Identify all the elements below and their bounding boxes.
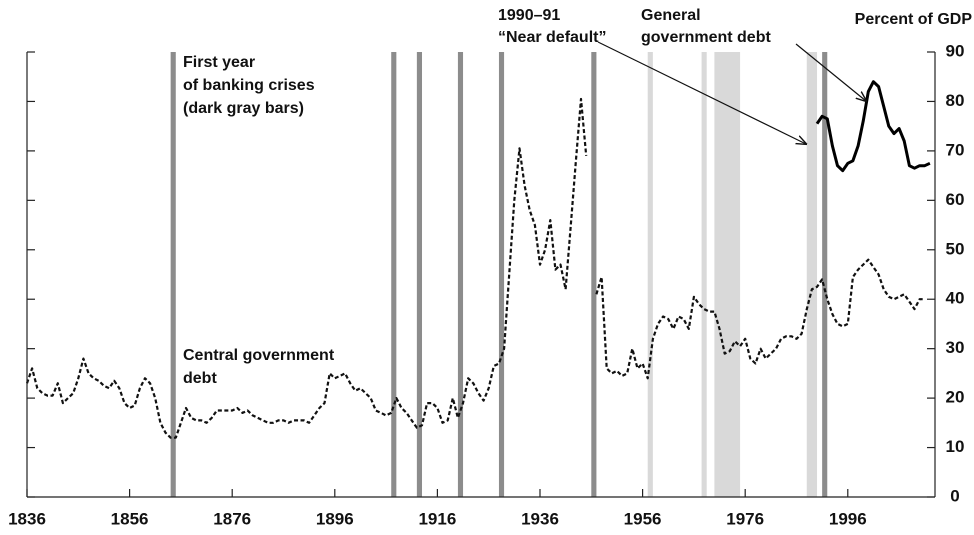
annotation: of banking crises — [183, 77, 315, 94]
x-tick-label: 1996 — [829, 509, 867, 528]
light-bar — [714, 52, 741, 497]
bars — [170, 52, 828, 497]
dark-bar — [170, 52, 176, 497]
arrow — [795, 43, 866, 101]
series-line — [25, 97, 588, 439]
annotation: First year — [183, 54, 255, 71]
lines — [25, 80, 931, 439]
x-tick-label: 1876 — [213, 509, 251, 528]
light-bar — [806, 52, 818, 497]
dark-bar — [457, 52, 464, 497]
dark-bar — [591, 52, 597, 497]
annotation: “Near default” — [498, 29, 606, 46]
x-tick-label: 1936 — [521, 509, 559, 528]
y-tick-label: 0 — [950, 486, 959, 505]
annotation: General — [641, 7, 701, 24]
x-tick-label: 1916 — [418, 509, 456, 528]
light-bar — [701, 52, 707, 497]
y-tick-label: 80 — [946, 91, 965, 110]
y-tick-label: 10 — [946, 437, 965, 456]
arrow — [597, 41, 806, 144]
y-tick-label: 90 — [946, 41, 965, 60]
x-tick-label: 1896 — [316, 509, 354, 528]
light-bar — [647, 52, 653, 497]
annotation: Central government — [183, 347, 335, 364]
dark-bar — [498, 52, 505, 497]
x-tick-label: 1836 — [8, 509, 46, 528]
annotation: debt — [183, 370, 217, 387]
y-tick-label: 30 — [946, 338, 965, 357]
annotation: 1990–91 — [498, 7, 560, 24]
y-tick-label: 20 — [946, 388, 965, 407]
axis-title: Percent of GDP — [855, 11, 973, 28]
dark-bar — [416, 52, 423, 497]
annotation: government debt — [641, 29, 771, 46]
y-tick-label: 70 — [946, 140, 965, 159]
annotation: (dark gray bars) — [183, 100, 304, 117]
y-tick-label: 40 — [946, 289, 965, 308]
y-tick-label: 50 — [946, 239, 965, 258]
series-line — [595, 258, 925, 380]
dark-bar — [822, 52, 828, 497]
x-tick-label: 1956 — [624, 509, 662, 528]
x-tick-label: 1976 — [726, 509, 764, 528]
series-line — [815, 80, 931, 173]
dark-bar — [391, 52, 397, 497]
y-tick-label: 60 — [946, 190, 965, 209]
x-tick-label: 1856 — [111, 509, 149, 528]
